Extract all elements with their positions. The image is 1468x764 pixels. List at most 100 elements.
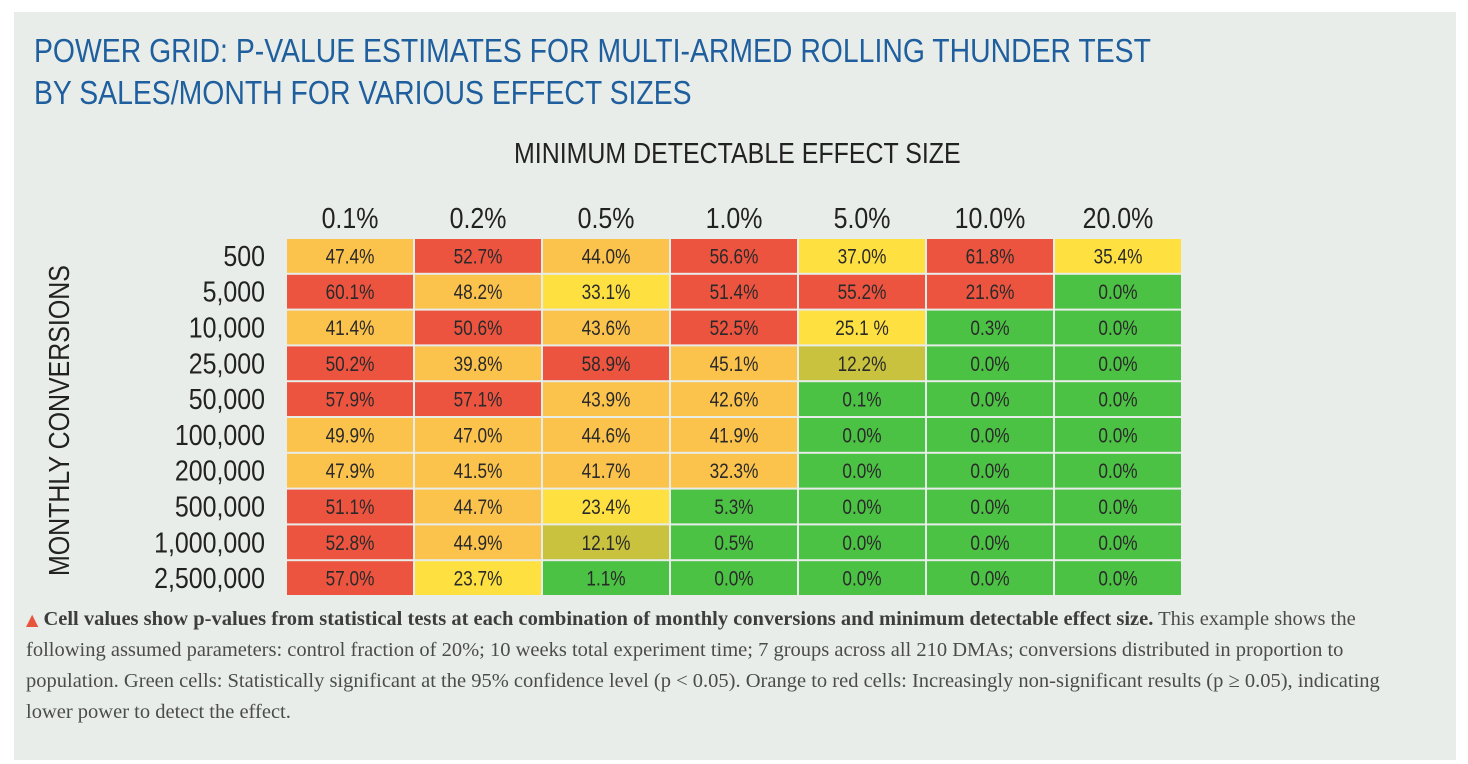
grid-cell	[671, 274, 797, 309]
row-header: 25,000	[189, 348, 265, 380]
cell-value: 0.0%	[842, 425, 881, 448]
cell-value: 23.7%	[454, 568, 503, 591]
grid-cell	[287, 561, 413, 595]
grid-cell	[1055, 561, 1181, 595]
column-header: 0.2%	[450, 202, 507, 234]
cell-value: 0.0%	[970, 497, 1009, 520]
grid-cell	[1055, 489, 1181, 524]
cell-value: 12.2%	[838, 353, 887, 376]
cell-value: 47.0%	[454, 425, 503, 448]
cell-value: 0.0%	[1098, 532, 1137, 555]
cell-value: 41.5%	[454, 461, 503, 484]
cell-value: 0.0%	[1098, 568, 1137, 591]
grid-cell	[799, 418, 925, 452]
cell-value: 0.0%	[970, 425, 1009, 448]
cell-value: 51.4%	[710, 282, 759, 305]
grid-cell	[287, 239, 413, 273]
cell-value: 42.6%	[710, 389, 759, 412]
cell-value: 56.6%	[710, 246, 759, 269]
cell-value: 44.6%	[582, 425, 631, 448]
title-line-1: POWER GRID: P-VALUE ESTIMATES FOR MULTI-…	[34, 32, 1151, 69]
cell-value: 52.5%	[710, 318, 759, 341]
grid-cell	[927, 453, 1053, 488]
cell-value: 41.7%	[582, 461, 631, 484]
grid-cell	[799, 346, 925, 381]
cell-value: 57.9%	[326, 389, 375, 412]
grid-cell	[543, 346, 669, 381]
grid-cell	[415, 561, 541, 595]
grid-cell	[415, 525, 541, 560]
cell-value: 55.2%	[838, 282, 887, 305]
grid-cell	[287, 310, 413, 345]
grid-cell	[415, 239, 541, 273]
grid-cell	[1055, 525, 1181, 560]
grid-cell	[799, 561, 925, 595]
cell-value: 44.7%	[454, 497, 503, 520]
grid-cell	[543, 453, 669, 488]
grid-cell	[287, 525, 413, 560]
cell-value: 37.0%	[838, 246, 887, 269]
row-header: 200,000	[175, 455, 265, 487]
grid-cell	[415, 274, 541, 309]
grid-cell	[1055, 310, 1181, 345]
cell-value: 61.8%	[966, 246, 1015, 269]
grid-cell	[415, 346, 541, 381]
grid-cell	[799, 489, 925, 524]
column-header: 0.1%	[322, 202, 379, 234]
cell-value: 23.4%	[582, 497, 631, 520]
grid-cell	[671, 561, 797, 595]
row-header: 10,000	[189, 312, 265, 344]
grid-cell	[927, 239, 1053, 273]
cell-value: 0.0%	[1098, 389, 1137, 412]
grid-cell	[543, 310, 669, 345]
grid-cell	[799, 274, 925, 309]
grid-cell	[1055, 418, 1181, 452]
grid-cell	[671, 489, 797, 524]
cell-value: 0.0%	[842, 532, 881, 555]
figure-caption: ▲ Cell values show p-values from statist…	[26, 604, 1426, 728]
cell-value: 21.6%	[966, 282, 1015, 305]
column-header: 10.0%	[955, 202, 1026, 234]
grid-cell	[415, 382, 541, 416]
cell-value: 0.0%	[1098, 282, 1137, 305]
grid-cell	[287, 418, 413, 452]
cell-value: 48.2%	[454, 282, 503, 305]
grid-cell	[415, 453, 541, 488]
column-header: 1.0%	[706, 202, 763, 234]
cell-value: 0.0%	[1098, 425, 1137, 448]
cell-value: 0.3%	[970, 318, 1009, 341]
grid-cell	[927, 418, 1053, 452]
grid-cell	[927, 525, 1053, 560]
cell-value: 52.7%	[454, 246, 503, 269]
grid-cell	[927, 382, 1053, 416]
grid-cell	[543, 418, 669, 452]
cell-value: 35.4%	[1094, 246, 1143, 269]
cell-value: 57.1%	[454, 389, 503, 412]
cell-value: 12.1%	[582, 532, 631, 555]
grid-cell	[927, 346, 1053, 381]
cell-value: 0.0%	[842, 568, 881, 591]
grid-cell	[415, 310, 541, 345]
grid-cell	[799, 382, 925, 416]
cell-value: 50.6%	[454, 318, 503, 341]
cell-value: 41.9%	[710, 425, 759, 448]
grid-cell	[287, 489, 413, 524]
title-line-2: BY SALES/MONTH FOR VARIOUS EFFECT SIZES	[34, 74, 692, 111]
cell-value: 49.9%	[326, 425, 375, 448]
cell-value: 57.0%	[326, 568, 375, 591]
cell-value: 0.0%	[970, 568, 1009, 591]
column-header: 0.5%	[578, 202, 635, 234]
grid-cell	[287, 453, 413, 488]
cell-value: 60.1%	[326, 282, 375, 305]
cell-value: 39.8%	[454, 353, 503, 376]
grid-cell	[671, 310, 797, 345]
caption-body: This example shows the following assumed…	[26, 608, 1380, 723]
grid-cell	[543, 561, 669, 595]
grid-cell	[799, 453, 925, 488]
grid-cell	[927, 561, 1053, 595]
cell-value: 32.3%	[710, 461, 759, 484]
figure-title: POWER GRID: P-VALUE ESTIMATES FOR MULTI-…	[34, 30, 1151, 114]
row-header: 1,000,000	[154, 527, 265, 559]
grid-cell	[799, 239, 925, 273]
